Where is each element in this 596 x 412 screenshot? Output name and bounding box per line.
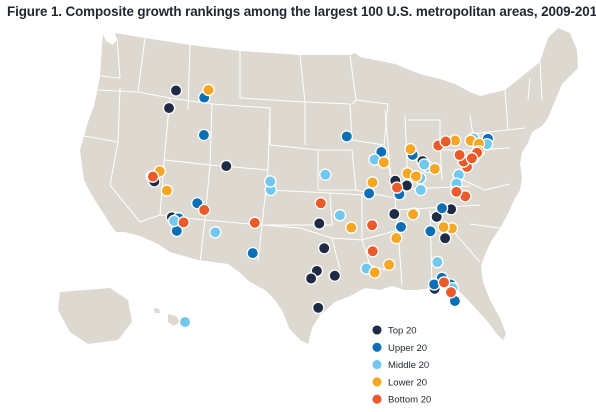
metro-marker-upper: [362, 187, 376, 200]
metro-marker-middle: [178, 315, 192, 329]
metro-marker-bottom: [437, 276, 451, 289]
metro-marker-middle: [209, 226, 222, 239]
metro-marker-lower: [377, 156, 391, 169]
metro-marker-top: [313, 217, 326, 230]
metro-marker-upper: [424, 224, 437, 238]
metro-marker-bottom: [465, 152, 479, 165]
metro-marker-top: [328, 269, 342, 282]
metro-marker-lower: [409, 170, 423, 183]
metro-marker-bottom: [450, 185, 463, 199]
metro-marker-lower: [404, 142, 417, 156]
metro-marker-middle: [417, 158, 431, 171]
metro-marker-bottom: [314, 196, 328, 210]
metro-marker-bottom: [366, 244, 379, 258]
metro-marker-upper: [394, 220, 408, 234]
metro-marker-bottom: [453, 148, 466, 162]
metro-marker-top: [169, 84, 183, 97]
metro-marker-top: [317, 241, 331, 255]
metro-marker-lower: [390, 231, 403, 245]
hawaii-land: [168, 314, 180, 326]
metro-marker-upper: [340, 130, 354, 143]
metro-marker-top: [438, 231, 452, 245]
legend-swatch-top: [371, 324, 383, 336]
metro-marker-lower: [382, 258, 396, 271]
metro-marker-bottom: [146, 170, 160, 183]
metro-marker-bottom: [439, 135, 452, 148]
contiguous-us-land: [80, 28, 578, 344]
legend: Top 20 Upper 20 Middle 20 Lower 20 Bottom 20: [371, 324, 431, 406]
figure-title: Figure 1. Composite growth rankings amon…: [7, 4, 596, 19]
metro-marker-middle: [333, 209, 347, 222]
metro-marker-lower: [406, 207, 420, 221]
metro-marker-top: [220, 159, 233, 173]
land-group: [58, 28, 578, 344]
metro-marker-top: [388, 207, 401, 221]
legend-swatch-upper: [371, 341, 383, 354]
metro-marker-lower: [345, 221, 358, 234]
metro-marker-lower: [368, 266, 382, 279]
metro-marker-lower: [202, 83, 215, 97]
metro-marker-bottom: [248, 216, 262, 230]
metro-marker-middle: [319, 168, 332, 181]
metro-marker-middle: [264, 175, 277, 188]
legend-label-top: Top 20: [388, 326, 417, 337]
metro-marker-bottom: [365, 218, 379, 232]
metro-marker-middle: [431, 255, 444, 269]
metro-marker-upper: [435, 201, 449, 215]
metro-marker-top: [311, 301, 325, 315]
alaska-hint: [58, 288, 132, 344]
metro-marker-lower: [437, 220, 450, 234]
metro-marker-bottom: [177, 216, 190, 229]
legend-swatch-middle: [371, 358, 383, 371]
metro-marker-bottom: [197, 203, 211, 217]
legend-label-middle: Middle 20: [388, 360, 429, 371]
metro-marker-bottom: [444, 285, 458, 299]
hawaii-land-2: [154, 308, 160, 313]
metro-marker-top: [162, 101, 176, 115]
metro-marker-lower: [366, 176, 379, 189]
legend-swatch-bottom: [371, 393, 383, 406]
metro-marker-middle: [414, 183, 428, 197]
legend-label-bottom: Bottom 20: [388, 395, 431, 406]
metro-marker-upper: [427, 278, 441, 291]
metro-marker-upper: [197, 128, 211, 142]
metro-marker-upper: [246, 246, 259, 260]
metro-marker-top: [304, 272, 318, 285]
legend-label-upper: Upper 20: [388, 343, 427, 354]
legend-swatch-lower: [371, 376, 383, 388]
metro-marker-lower: [428, 162, 442, 176]
metro-markers: [145, 83, 495, 329]
legend-label-lower: Lower 20: [388, 377, 427, 388]
metro-marker-bottom: [390, 181, 404, 194]
metro-marker-lower: [160, 184, 174, 197]
